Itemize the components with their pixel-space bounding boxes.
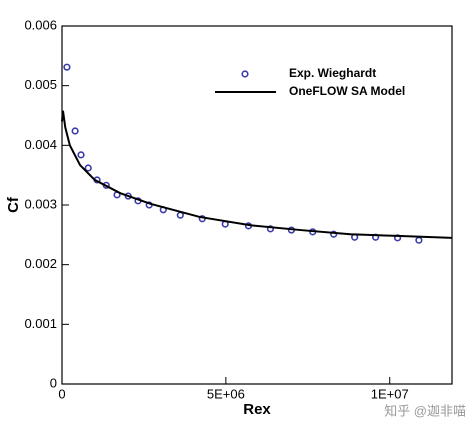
- data-point: [330, 230, 338, 238]
- y-tick-label: 0.006: [24, 17, 57, 32]
- data-point: [266, 225, 275, 233]
- plot-frame: [61, 25, 453, 385]
- y-tick-label: 0.005: [24, 77, 57, 92]
- legend-marker: [241, 70, 249, 78]
- y-tick-label: 0: [50, 375, 57, 390]
- watermark: 知乎 @迦非喵: [384, 403, 466, 418]
- y-tick-label: 0.001: [24, 316, 57, 331]
- legend-label: OneFLOW SA Model: [289, 84, 405, 98]
- y-tick-label: 0.004: [24, 137, 57, 152]
- legend-label: Exp. Wieghardt: [289, 66, 376, 80]
- y-tick-label: 0.003: [24, 196, 57, 211]
- x-tick-label: 0: [58, 386, 65, 401]
- data-point: [71, 127, 79, 135]
- y-tick-label: 0.002: [24, 256, 57, 271]
- x-tick-label: 5E+06: [207, 386, 245, 401]
- data-point: [63, 63, 71, 71]
- data-point: [84, 164, 92, 172]
- x-axis-label: Rex: [243, 401, 271, 418]
- x-tick-label: 1E+07: [371, 386, 409, 401]
- data-point: [77, 151, 85, 159]
- y-axis-label: Cf: [5, 196, 22, 213]
- data-line: [61, 110, 453, 239]
- data-point: [415, 236, 423, 244]
